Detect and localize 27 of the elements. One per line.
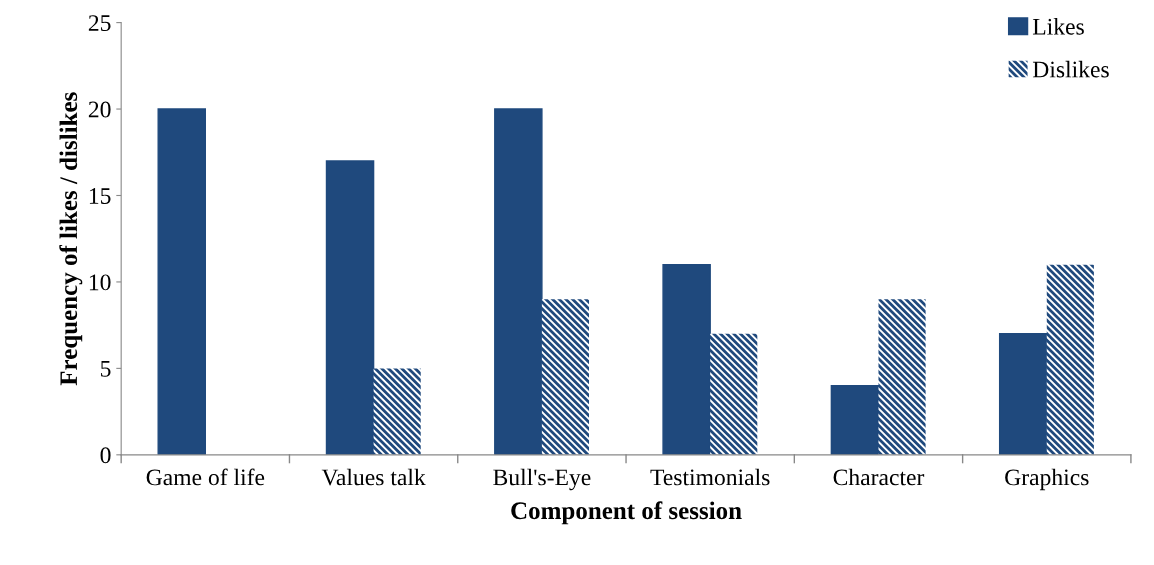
x-tick-label: Values talk — [321, 468, 426, 486]
y-tick-label: 15 — [89, 188, 111, 204]
y-tick-label: 25 — [88, 15, 111, 32]
legend-label: Likes — [1032, 18, 1084, 35]
x-tick-label: Graphics — [1005, 468, 1089, 491]
y-tick-label: 10 — [89, 274, 111, 291]
x-tick-label: Character — [833, 468, 925, 486]
x-axis-title: Component of session — [511, 501, 742, 525]
y-tick-label: 0 — [100, 447, 111, 464]
bar — [662, 263, 711, 455]
bar — [325, 160, 375, 455]
bar — [494, 108, 543, 455]
bar — [710, 333, 758, 455]
bar — [1046, 264, 1094, 455]
y-tick-label: 5 — [101, 361, 111, 377]
legend-label: Dislikes — [1032, 60, 1109, 78]
bar — [998, 333, 1048, 455]
bar — [878, 299, 926, 455]
bar — [373, 368, 421, 455]
bar — [157, 108, 207, 455]
bar — [830, 384, 880, 455]
y-tick-label: 20 — [88, 101, 111, 118]
x-tick-label: Bull's-Eye — [493, 468, 591, 491]
x-tick-label: Testimonials — [650, 468, 770, 486]
y-axis-title: Frequency of likes / dislikes — [59, 92, 83, 386]
x-tick-label: Game of life — [146, 468, 265, 486]
bar — [541, 299, 590, 455]
